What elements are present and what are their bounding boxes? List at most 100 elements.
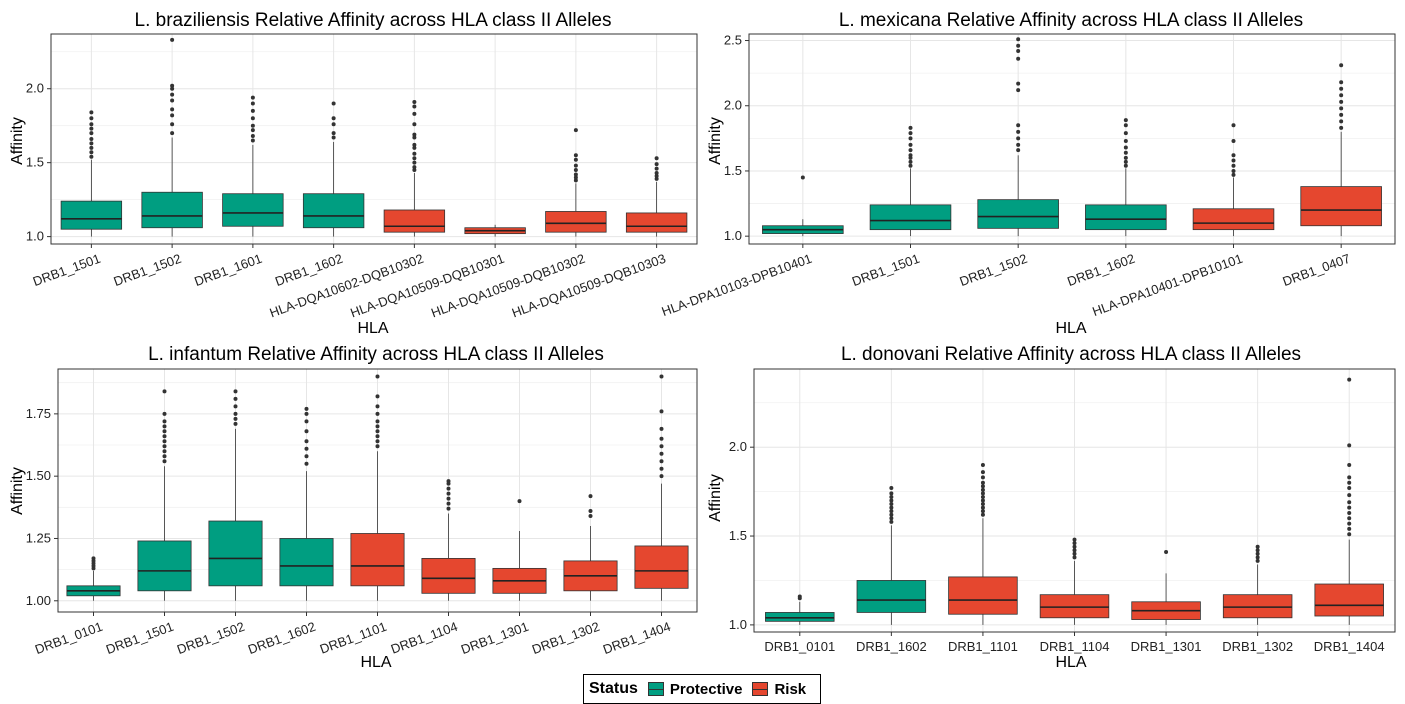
outlier-point [889, 519, 894, 524]
outlier-point [375, 404, 380, 409]
outlier-point [162, 419, 167, 424]
legend-label-protective: Protective [669, 680, 743, 698]
panel-title: L. donovani Relative Affinity across HLA… [841, 344, 1301, 365]
outlier-point [412, 132, 417, 137]
outlier-point [573, 168, 578, 173]
outlier-point [162, 449, 167, 454]
outlier-point [89, 126, 94, 131]
outlier-point [170, 113, 175, 118]
outlier-point [250, 123, 255, 128]
outlier-point [446, 501, 451, 506]
outlier-point [1339, 106, 1344, 111]
outlier-point [573, 175, 578, 180]
y-tick-label: 1.0 [729, 617, 747, 632]
outlier-point [1123, 118, 1128, 123]
outlier-point [1255, 544, 1260, 549]
box-DRB1_1101 [948, 462, 1018, 625]
box-iqr [1222, 594, 1293, 619]
outlier-point [412, 135, 417, 140]
x-tick-label: DRB1_1502 [111, 251, 183, 289]
outlier-point [170, 107, 175, 112]
legend-title: Status [589, 680, 638, 697]
outlier-point [331, 116, 336, 121]
outlier-point [446, 496, 451, 501]
outlier-point [89, 131, 94, 136]
x-tick-label: HLA-DQA10602-DQB10302 [267, 251, 425, 321]
outlier-point [331, 101, 336, 106]
box-HLA-DQA10509-DQB10302 [545, 128, 607, 237]
outlier-point [331, 122, 336, 127]
outlier-point [588, 509, 593, 514]
y-axis-label: Affinity [707, 117, 724, 165]
box-DRB1_0407 [1300, 63, 1382, 237]
box-HLA-DPA10401-DPB10101 [1192, 123, 1275, 237]
outlier-point [1339, 86, 1344, 91]
y-tick-label: 2.0 [724, 98, 742, 113]
outlier-point [659, 474, 664, 479]
y-tick-label: 2.0 [26, 81, 44, 96]
x-tick-label: DRB1_1501 [104, 619, 176, 657]
outlier-point [980, 484, 985, 489]
y-tick-label: 1.00 [26, 593, 51, 608]
outlier-point [1164, 550, 1169, 555]
box-iqr [1039, 594, 1110, 619]
y-tick-label: 1.50 [26, 468, 51, 483]
outlier-point [1347, 443, 1352, 448]
outlier-point [1072, 555, 1077, 560]
outlier-point [375, 374, 380, 379]
box-DRB1_1404 [1314, 377, 1384, 625]
outlier-point [162, 454, 167, 459]
legend-key-risk [752, 682, 769, 696]
outlier-point [654, 156, 659, 161]
panel-braziliensis: L. braziliensis Relative Affinity across… [9, 10, 698, 337]
outlier-point [1016, 48, 1021, 53]
outlier-point [1347, 505, 1352, 510]
outlier-point [1339, 93, 1344, 98]
outlier-point [517, 499, 522, 504]
outlier-point [170, 122, 175, 127]
outlier-point [250, 101, 255, 106]
outlier-point [89, 150, 94, 155]
outlier-point [659, 466, 664, 471]
y-tick-label: 2.0 [729, 439, 747, 454]
outlier-point [412, 111, 417, 116]
outlier-point [89, 141, 94, 146]
box-iqr [1314, 583, 1384, 617]
x-tick-label: HLA-DQA10509-DQB10301 [348, 251, 506, 321]
x-tick-label: DRB1_1104 [1040, 639, 1110, 654]
outlier-point [908, 153, 913, 158]
outlier-point [1347, 510, 1352, 515]
outlier-point [304, 461, 309, 466]
outlier-point [91, 556, 96, 561]
box-iqr [421, 558, 476, 594]
outlier-point [170, 86, 175, 91]
outlier-point [659, 459, 664, 464]
outlier-point [1339, 99, 1344, 104]
outlier-point [908, 136, 913, 141]
outlier-point [250, 134, 255, 139]
plot-area: 1.0 1.5 2.0 DRB1_0101 DRB1_1602 DRB1_1101 DRB1… [729, 368, 1396, 654]
outlier-point [1231, 138, 1236, 143]
box-DRB1_1104 [1039, 537, 1110, 625]
outlier-point [170, 92, 175, 97]
outlier-point [412, 122, 417, 127]
box-DRB1_1502 [208, 389, 263, 601]
box-DRB1_1302 [563, 494, 618, 601]
y-tick-label: 1.25 [26, 530, 51, 545]
box-DRB1_1602 [1085, 118, 1167, 237]
box-DRB1_0101 [66, 556, 121, 601]
outlier-point [1072, 537, 1077, 542]
outlier-point [573, 128, 578, 133]
outlier-point [375, 424, 380, 429]
outlier-point [1339, 63, 1344, 68]
outlier-point [170, 37, 175, 42]
outlier-point [304, 406, 309, 411]
outlier-point [412, 142, 417, 147]
legend: Status Protective Risk [583, 674, 821, 704]
outlier-point [889, 509, 894, 514]
outlier-point [1016, 136, 1021, 141]
outlier-point [654, 171, 659, 176]
box-iqr [869, 204, 952, 231]
outlier-point [1231, 153, 1236, 158]
box-DRB1_1301 [492, 499, 547, 601]
